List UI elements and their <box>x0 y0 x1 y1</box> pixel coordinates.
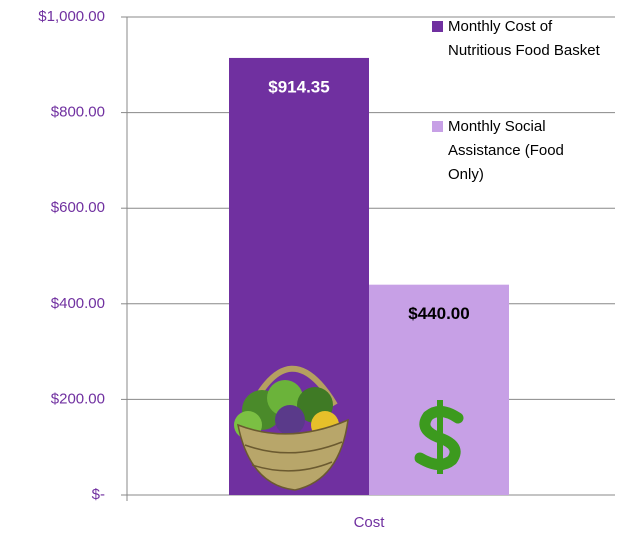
data-label: $440.00 <box>408 304 469 323</box>
legend-swatch <box>432 21 443 32</box>
y-tick-label: $1,000.00 <box>38 8 105 25</box>
veg <box>275 405 305 435</box>
data-label: $914.35 <box>268 77 329 96</box>
basket-icon <box>234 365 349 491</box>
y-tick-label: $- <box>92 486 105 503</box>
legend-item: Monthly Social Assistance (Food Only) <box>432 115 602 187</box>
legend-swatch <box>432 121 443 132</box>
legend-item: Monthly Cost of Nutritious Food Basket <box>432 15 602 63</box>
x-tick-label: Cost <box>354 514 386 531</box>
basket-body <box>236 418 349 491</box>
y-tick-label: $800.00 <box>51 104 105 121</box>
dollar-icon <box>414 400 464 474</box>
legend-label: Monthly Cost of Nutritious Food Basket <box>448 18 600 59</box>
y-tick-label: $400.00 <box>51 295 105 312</box>
y-tick-label: $600.00 <box>51 199 105 216</box>
legend-label: Monthly Social Assistance (Food Only) <box>448 118 564 183</box>
basket-weave <box>244 441 343 472</box>
y-tick-label: $200.00 <box>51 390 105 407</box>
